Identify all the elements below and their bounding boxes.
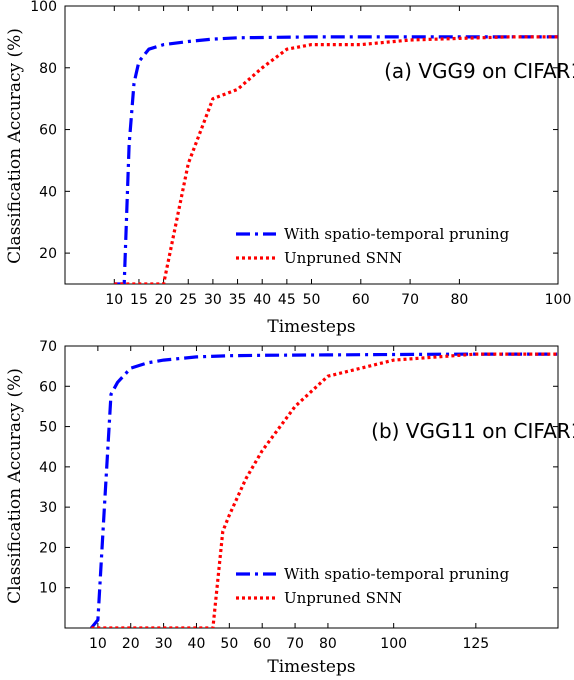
chart2-x-tick-label: 70 xyxy=(286,636,304,652)
chart2-x-tick-label: 20 xyxy=(122,636,140,652)
chart2-legend-label-2: Unpruned SNN xyxy=(284,589,402,607)
chart2-x-tick-label: 125 xyxy=(462,636,489,652)
chart1-x-tick-label: 80 xyxy=(450,292,468,308)
chart2-series-line-1 xyxy=(90,352,558,628)
chart2-plot-frame xyxy=(64,345,559,629)
chart2-x-tick-label: 30 xyxy=(155,636,173,652)
chart2-x-axis-label: Timesteps xyxy=(267,657,355,677)
chart1-x-tick-label: 40 xyxy=(253,292,271,308)
chart1-y-tick-label: 40 xyxy=(39,184,57,200)
chart1-y-tick-label: 80 xyxy=(39,61,57,77)
chart2-x-tick-label: 60 xyxy=(253,636,271,652)
chart1-legend-label-2: Unpruned SNN xyxy=(284,249,402,267)
chart2-y-tick-label: 60 xyxy=(39,379,57,395)
chart2-y-tick-label: 30 xyxy=(39,500,57,516)
chart1-y-tick-label: 20 xyxy=(39,246,57,262)
chart2-y-tick-label: 40 xyxy=(39,460,57,476)
chart1-x-tick-label: 30 xyxy=(204,292,222,308)
chart2-x-tick-label: 40 xyxy=(188,636,206,652)
chart1-x-tick-label: 20 xyxy=(155,292,173,308)
chart1-y-tick-label: 100 xyxy=(30,0,57,15)
chart2-y-tick-label: 50 xyxy=(39,420,57,436)
chart2-x-tick-label: 10 xyxy=(89,636,107,652)
chart2-y-tick-label: 10 xyxy=(39,581,57,597)
chart1-x-tick-label: 70 xyxy=(401,292,419,308)
chart1-y-axis-label: Classification Accuracy (%) xyxy=(5,28,25,264)
chart1-x-tick-label: 35 xyxy=(229,292,247,308)
chart1-x-tick-label: 100 xyxy=(545,292,572,308)
chart2-y-axis-label: Classification Accuracy (%) xyxy=(5,368,25,604)
chart2-x-tick-label: 50 xyxy=(220,636,238,652)
chart2-series-line-2 xyxy=(91,352,558,628)
chart1-x-tick-label: 15 xyxy=(130,292,148,308)
chart2-y-tick-label: 70 xyxy=(39,339,57,355)
chart1-legend-label-1: With spatio-temporal pruning xyxy=(284,225,510,243)
chart2-y-tick-label: 20 xyxy=(39,540,57,556)
chart2-annotation: (b) VGG11 on CIFAR100 xyxy=(371,419,574,443)
chart1-x-axis-label: Timesteps xyxy=(267,317,355,337)
chart1-series-line-1 xyxy=(114,35,558,284)
chart1-x-tick-label: 60 xyxy=(352,292,370,308)
chart1-x-tick-label: 50 xyxy=(303,292,321,308)
chart2-x-tick-label: 80 xyxy=(319,636,337,652)
chart2-x-tick-label: 100 xyxy=(380,636,407,652)
chart1-y-tick-label: 60 xyxy=(39,123,57,139)
chart1-x-tick-label: 10 xyxy=(105,292,123,308)
chart1-x-tick-label: 25 xyxy=(179,292,197,308)
chart2-legend-label-1: With spatio-temporal pruning xyxy=(284,565,510,583)
chart1-x-tick-label: 45 xyxy=(278,292,296,308)
chart1-annotation: (a) VGG9 on CIFAR10 xyxy=(384,59,574,83)
